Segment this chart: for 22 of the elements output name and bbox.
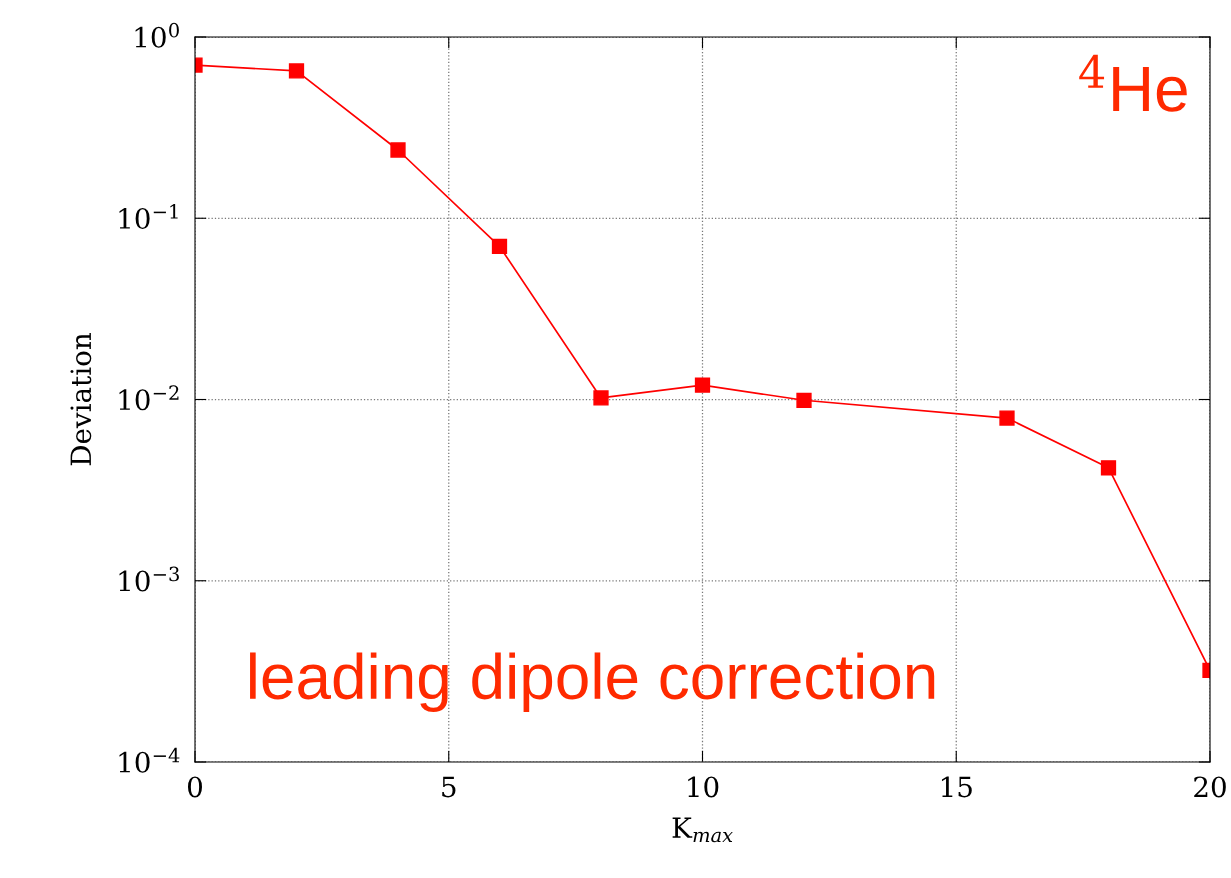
y-tick-label: 10$^{−1}$ (119, 204, 178, 229)
point (593, 390, 609, 406)
x-tick-label: 10 (688, 776, 719, 798)
y-tick-label: 10$^{−4}$ (119, 747, 180, 773)
x-tick-label: 0 (187, 776, 202, 798)
x-tick-label: 5 (442, 776, 456, 798)
y-axis-title: Deviation (70, 333, 92, 466)
y-tick-label: 10$^{−3}$ (119, 566, 179, 592)
point (288, 63, 305, 79)
y-tick-label: 10$^{−2}$ (119, 385, 179, 411)
point (796, 392, 812, 408)
x-tick-label: 15 (941, 776, 972, 798)
y-tick-label: 10$^{0}$ (135, 22, 179, 48)
point (1100, 460, 1117, 476)
annotation: leading dipole correction (250, 652, 935, 713)
point (999, 410, 1015, 426)
point (694, 377, 711, 393)
annotation: $^{4}$He (1079, 54, 1187, 112)
x-tick-label: 20 (1194, 776, 1226, 798)
point (491, 238, 508, 254)
x-axis-title: K$_{max}$ (672, 817, 733, 843)
point (390, 142, 406, 158)
